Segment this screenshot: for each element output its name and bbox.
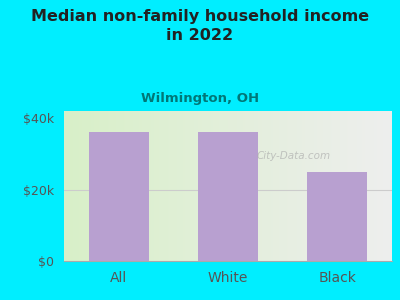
Bar (307, 172, 368, 261)
Text: Median non-family household income
in 2022: Median non-family household income in 20… (31, 9, 369, 43)
Text: City-Data.com: City-Data.com (256, 151, 331, 161)
Text: Wilmington, OH: Wilmington, OH (141, 92, 259, 104)
Bar (89, 132, 149, 261)
Bar (198, 132, 258, 261)
